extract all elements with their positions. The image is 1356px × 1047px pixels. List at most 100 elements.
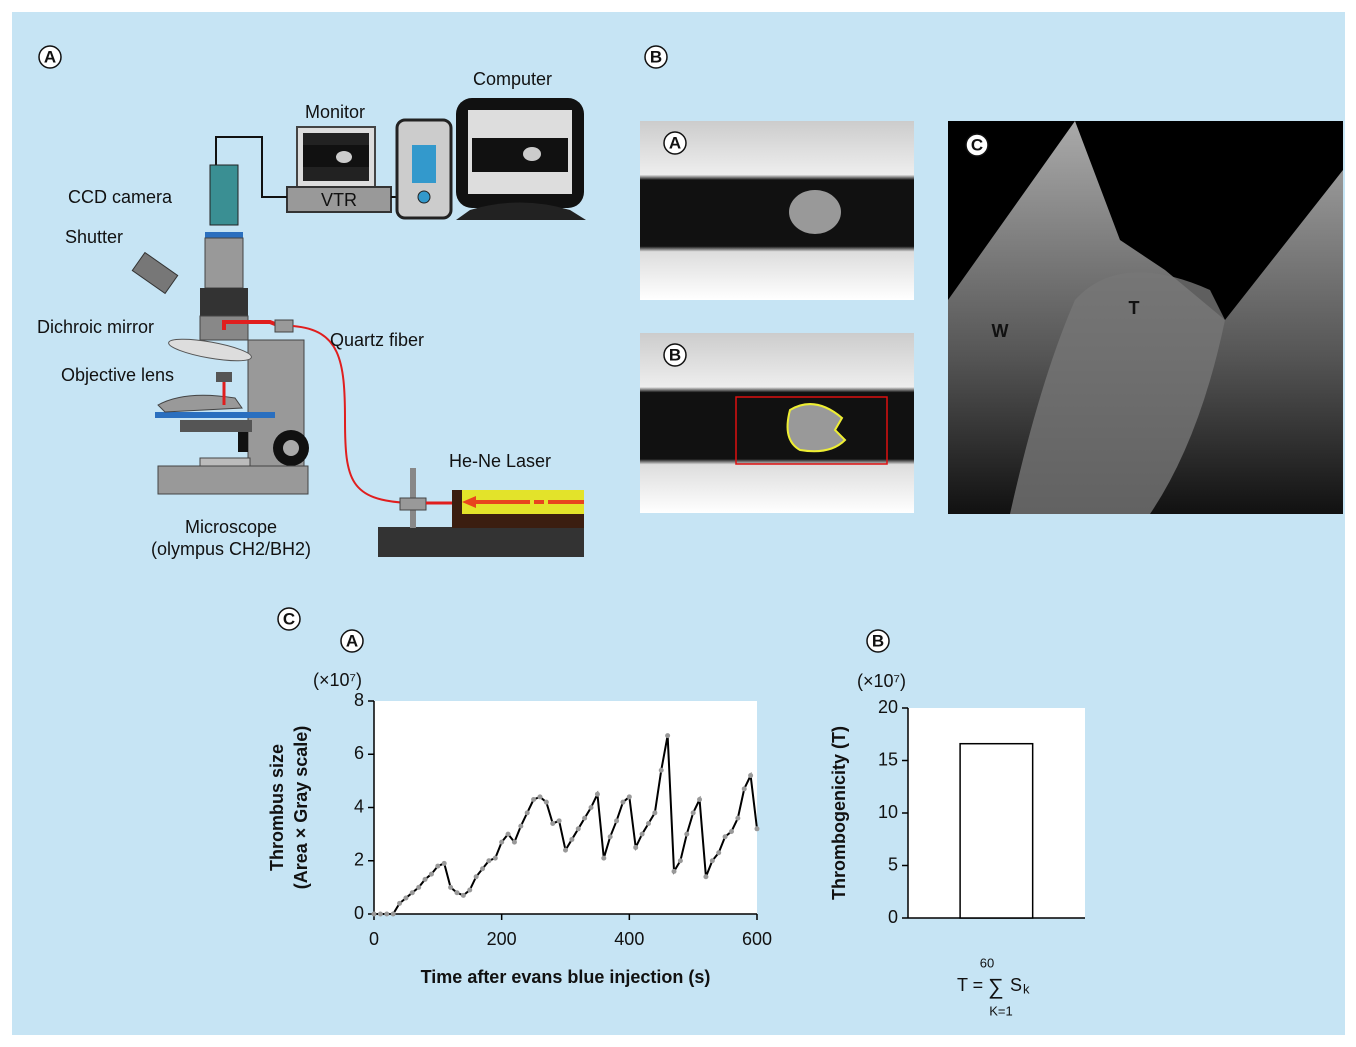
data-point xyxy=(550,821,555,826)
label: Quartz fiber xyxy=(330,330,424,350)
data-point xyxy=(480,866,485,871)
data-point xyxy=(442,861,447,866)
data-point xyxy=(493,856,498,861)
data-point xyxy=(665,733,670,738)
data-point xyxy=(397,901,402,906)
label: Microscope xyxy=(185,517,277,537)
y-unit: (×10⁷) xyxy=(857,671,906,691)
formula: S xyxy=(1010,975,1022,995)
data-point xyxy=(652,810,657,815)
data-point xyxy=(525,810,530,815)
data-point xyxy=(601,856,606,861)
data-point xyxy=(544,800,549,805)
data-point xyxy=(435,864,440,869)
data-point xyxy=(723,834,728,839)
data-point xyxy=(672,869,677,874)
data-point xyxy=(429,872,434,877)
y-tick-label: 6 xyxy=(354,743,364,763)
data-point xyxy=(729,829,734,834)
panel-label: B xyxy=(872,631,884,650)
panel-label: C xyxy=(971,135,983,154)
data-point xyxy=(512,840,517,845)
formula: T = xyxy=(957,975,983,995)
panel-label: B xyxy=(669,345,681,364)
data-point xyxy=(372,912,377,917)
data-point xyxy=(755,826,760,831)
data-point xyxy=(569,837,574,842)
data-point xyxy=(678,858,683,863)
data-point xyxy=(697,797,702,802)
y-axis-title: (Area × Gray scale) xyxy=(291,726,311,890)
data-point xyxy=(710,858,715,863)
data-point xyxy=(620,800,625,805)
y-tick-label: 0 xyxy=(888,907,898,927)
data-point xyxy=(735,816,740,821)
y-unit: (×10⁷) xyxy=(313,670,362,690)
label: He-Ne Laser xyxy=(449,451,551,471)
data-point xyxy=(454,890,459,895)
data-point xyxy=(640,832,645,837)
data-point xyxy=(403,896,408,901)
data-point xyxy=(537,794,542,799)
data-point xyxy=(563,848,568,853)
y-tick-label: 4 xyxy=(354,796,364,816)
data-point xyxy=(633,845,638,850)
y-tick-label: 8 xyxy=(354,690,364,710)
data-point xyxy=(416,885,421,890)
label: Monitor xyxy=(305,102,365,122)
panel-label: A xyxy=(346,631,358,650)
x-axis-title: Time after evans blue injection (s) xyxy=(421,967,711,987)
label: T xyxy=(1129,298,1140,318)
figure: A B C A B xyxy=(0,0,1356,1047)
data-point xyxy=(506,832,511,837)
label: Computer xyxy=(473,69,552,89)
label: W xyxy=(992,321,1009,341)
y-axis-title: Thrombogenicity (T) xyxy=(829,726,849,900)
data-point xyxy=(595,792,600,797)
label: Dichroic mirror xyxy=(37,317,154,337)
y-axis-title: Thrombus size xyxy=(267,744,287,871)
data-point xyxy=(742,786,747,791)
data-point xyxy=(703,874,708,879)
x-tick-label: 600 xyxy=(742,929,772,949)
x-tick-label: 400 xyxy=(614,929,644,949)
data-point xyxy=(423,877,428,882)
data-point xyxy=(716,850,721,855)
data-point xyxy=(461,893,466,898)
y-tick-label: 10 xyxy=(878,802,898,822)
data-point xyxy=(486,858,491,863)
data-point xyxy=(384,912,389,917)
data-point xyxy=(576,826,581,831)
x-tick-label: 200 xyxy=(487,929,517,949)
data-point xyxy=(659,768,664,773)
data-point xyxy=(557,818,562,823)
data-point xyxy=(448,885,453,890)
y-tick-label: 15 xyxy=(878,749,898,769)
data-point xyxy=(748,773,753,778)
data-point xyxy=(691,810,696,815)
data-point xyxy=(499,840,504,845)
data-point xyxy=(582,816,587,821)
panel-label: C xyxy=(283,609,295,628)
formula: K=1 xyxy=(989,1003,1013,1018)
data-point xyxy=(614,818,619,823)
label: Objective lens xyxy=(61,365,174,385)
formula: k xyxy=(1023,981,1030,996)
formula: ∑ xyxy=(988,974,1004,999)
label: CCD camera xyxy=(68,187,173,207)
y-tick-label: 0 xyxy=(354,903,364,923)
bar xyxy=(960,744,1033,918)
data-point xyxy=(410,890,415,895)
data-point xyxy=(518,824,523,829)
y-tick-label: 20 xyxy=(878,697,898,717)
data-point xyxy=(531,797,536,802)
panel-label: A xyxy=(669,133,681,152)
data-point xyxy=(391,912,396,917)
label: (olympus CH2/BH2) xyxy=(151,539,311,559)
data-point xyxy=(467,888,472,893)
label: VTR xyxy=(321,190,357,210)
data-point xyxy=(378,912,383,917)
data-point xyxy=(474,874,479,879)
data-point xyxy=(646,821,651,826)
panel-label: B xyxy=(650,47,662,66)
